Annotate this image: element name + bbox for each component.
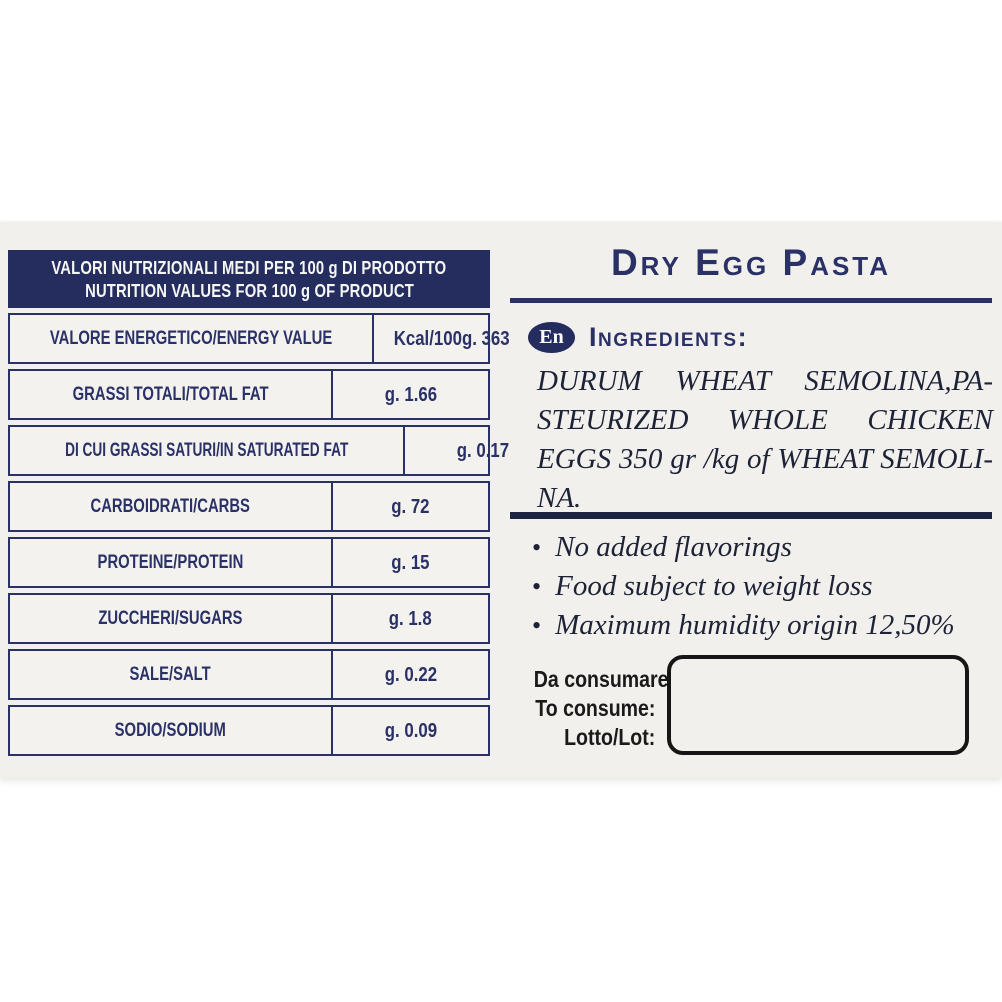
nutrient-value-cell: g. 1.66 (384, 382, 437, 406)
best-before-labels: Da consumare To consume: Lotto/Lot: (510, 654, 669, 755)
note-text: Maximum humidity origin 12,50% (555, 609, 955, 641)
pasta-label-sheet: VALORI NUTRIZIONALI MEDI PER 100 g DI PR… (0, 222, 1002, 778)
ingredients-line: DURUM WHEAT SEMOLINA,PA- (537, 365, 993, 397)
ingredients-text: DURUM WHEAT SEMOLINA,PA- STEURIZED WHOLE… (537, 362, 993, 518)
bullet-icon: • (532, 572, 542, 601)
nutrient-name-cell: VALORE ENERGETICO/ENERGY VALUE (10, 315, 375, 362)
nutrition-row-saturated-fat: DI CUI GRASSI SATURI/IN SATURATED FAT g.… (8, 425, 509, 476)
nutrient-value-cell: g. 1.8 (388, 606, 432, 630)
language-en-badge: En (528, 322, 575, 353)
nutrient-name-cell: DI CUI GRASSI SATURI/IN SATURATED FAT (10, 427, 406, 474)
nutrition-row-sugars: ZUCCHERI/SUGARS g. 1.8 (8, 593, 490, 644)
nutrient-value-cell: Kcal/100g. 363 (393, 326, 510, 350)
nutrition-header-line-it: VALORI NUTRIZIONALI MEDI PER 100 g DI PR… (51, 257, 447, 278)
bullet-icon: • (532, 533, 542, 562)
nutrient-name-cell: PROTEINE/PROTEIN (10, 539, 333, 586)
nutrient-name-cell: SODIO/SODIUM (10, 707, 333, 754)
nutrition-header-line-en: NUTRITION VALUES FOR 100 g OF PRODUCT (84, 280, 414, 301)
bullet-icon: • (532, 611, 542, 640)
nutrient-value-cell: g. 15 (391, 550, 430, 574)
section-divider-line (510, 512, 992, 519)
nutrient-name-cell: SALE/SALT (10, 651, 333, 698)
product-title: Dry Egg Pasta (610, 242, 892, 283)
note-text: Food subject to weight loss (555, 570, 873, 602)
nutrient-value-cell: g. 0.22 (384, 662, 437, 686)
consume-label-it: Da consumare (533, 666, 669, 692)
note-item: • Food subject to weight loss (532, 567, 988, 606)
nutrition-row-carbs: CARBOIDRATI/CARBS g. 72 (8, 481, 490, 532)
best-before-lot-section: Da consumare To consume: Lotto/Lot: (510, 654, 992, 755)
note-item: • No added flavorings (532, 528, 988, 567)
title-divider-line (510, 298, 992, 303)
nutrient-name-cell: ZUCCHERI/SUGARS (10, 595, 333, 642)
nutrition-row-energy: VALORE ENERGETICO/ENERGY VALUE Kcal/100g… (8, 313, 510, 364)
lot-label: Lotto/Lot: (563, 724, 655, 750)
consume-label-en: To consume: (534, 695, 655, 721)
product-info-panel: Dry Egg Pasta En Ingredients: DURUM WHEA… (510, 222, 993, 778)
ingredients-line: NA. (537, 482, 582, 514)
ingredients-heading-label: Ingredients: (589, 322, 749, 352)
nutrient-value-cell: g. 0.09 (384, 718, 437, 742)
nutrition-row-sodium: SODIO/SODIUM g. 0.09 (8, 705, 490, 756)
ingredients-line: STEURIZED WHOLE CHICKEN (537, 404, 993, 436)
nutrition-table: VALORI NUTRIZIONALI MEDI PER 100 g DI PR… (8, 250, 510, 756)
note-text: No added flavorings (555, 531, 792, 563)
note-item: • Maximum humidity origin 12,50% (532, 606, 988, 645)
ingredients-line: EGGS 350 gr /kg of WHEAT SEMOLI- (537, 443, 993, 475)
nutrition-row-salt: SALE/SALT g. 0.22 (8, 649, 490, 700)
nutrient-name-cell: CARBOIDRATI/CARBS (10, 483, 333, 530)
nutrient-value-cell: g. 0.17 (456, 438, 510, 462)
nutrition-row-protein: PROTEINE/PROTEIN g. 15 (8, 537, 490, 588)
nutrient-name-cell: GRASSI TOTALI/TOTAL FAT (10, 371, 333, 418)
nutrition-table-header: VALORI NUTRIZIONALI MEDI PER 100 g DI PR… (8, 250, 490, 308)
product-notes-list: • No added flavorings • Food subject to … (532, 528, 988, 645)
date-lot-stamp-box (667, 655, 969, 755)
nutrition-row-total-fat: GRASSI TOTALI/TOTAL FAT g. 1.66 (8, 369, 490, 420)
ingredients-heading: En Ingredients: (528, 322, 748, 353)
nutrient-value-cell: g. 72 (391, 494, 430, 518)
